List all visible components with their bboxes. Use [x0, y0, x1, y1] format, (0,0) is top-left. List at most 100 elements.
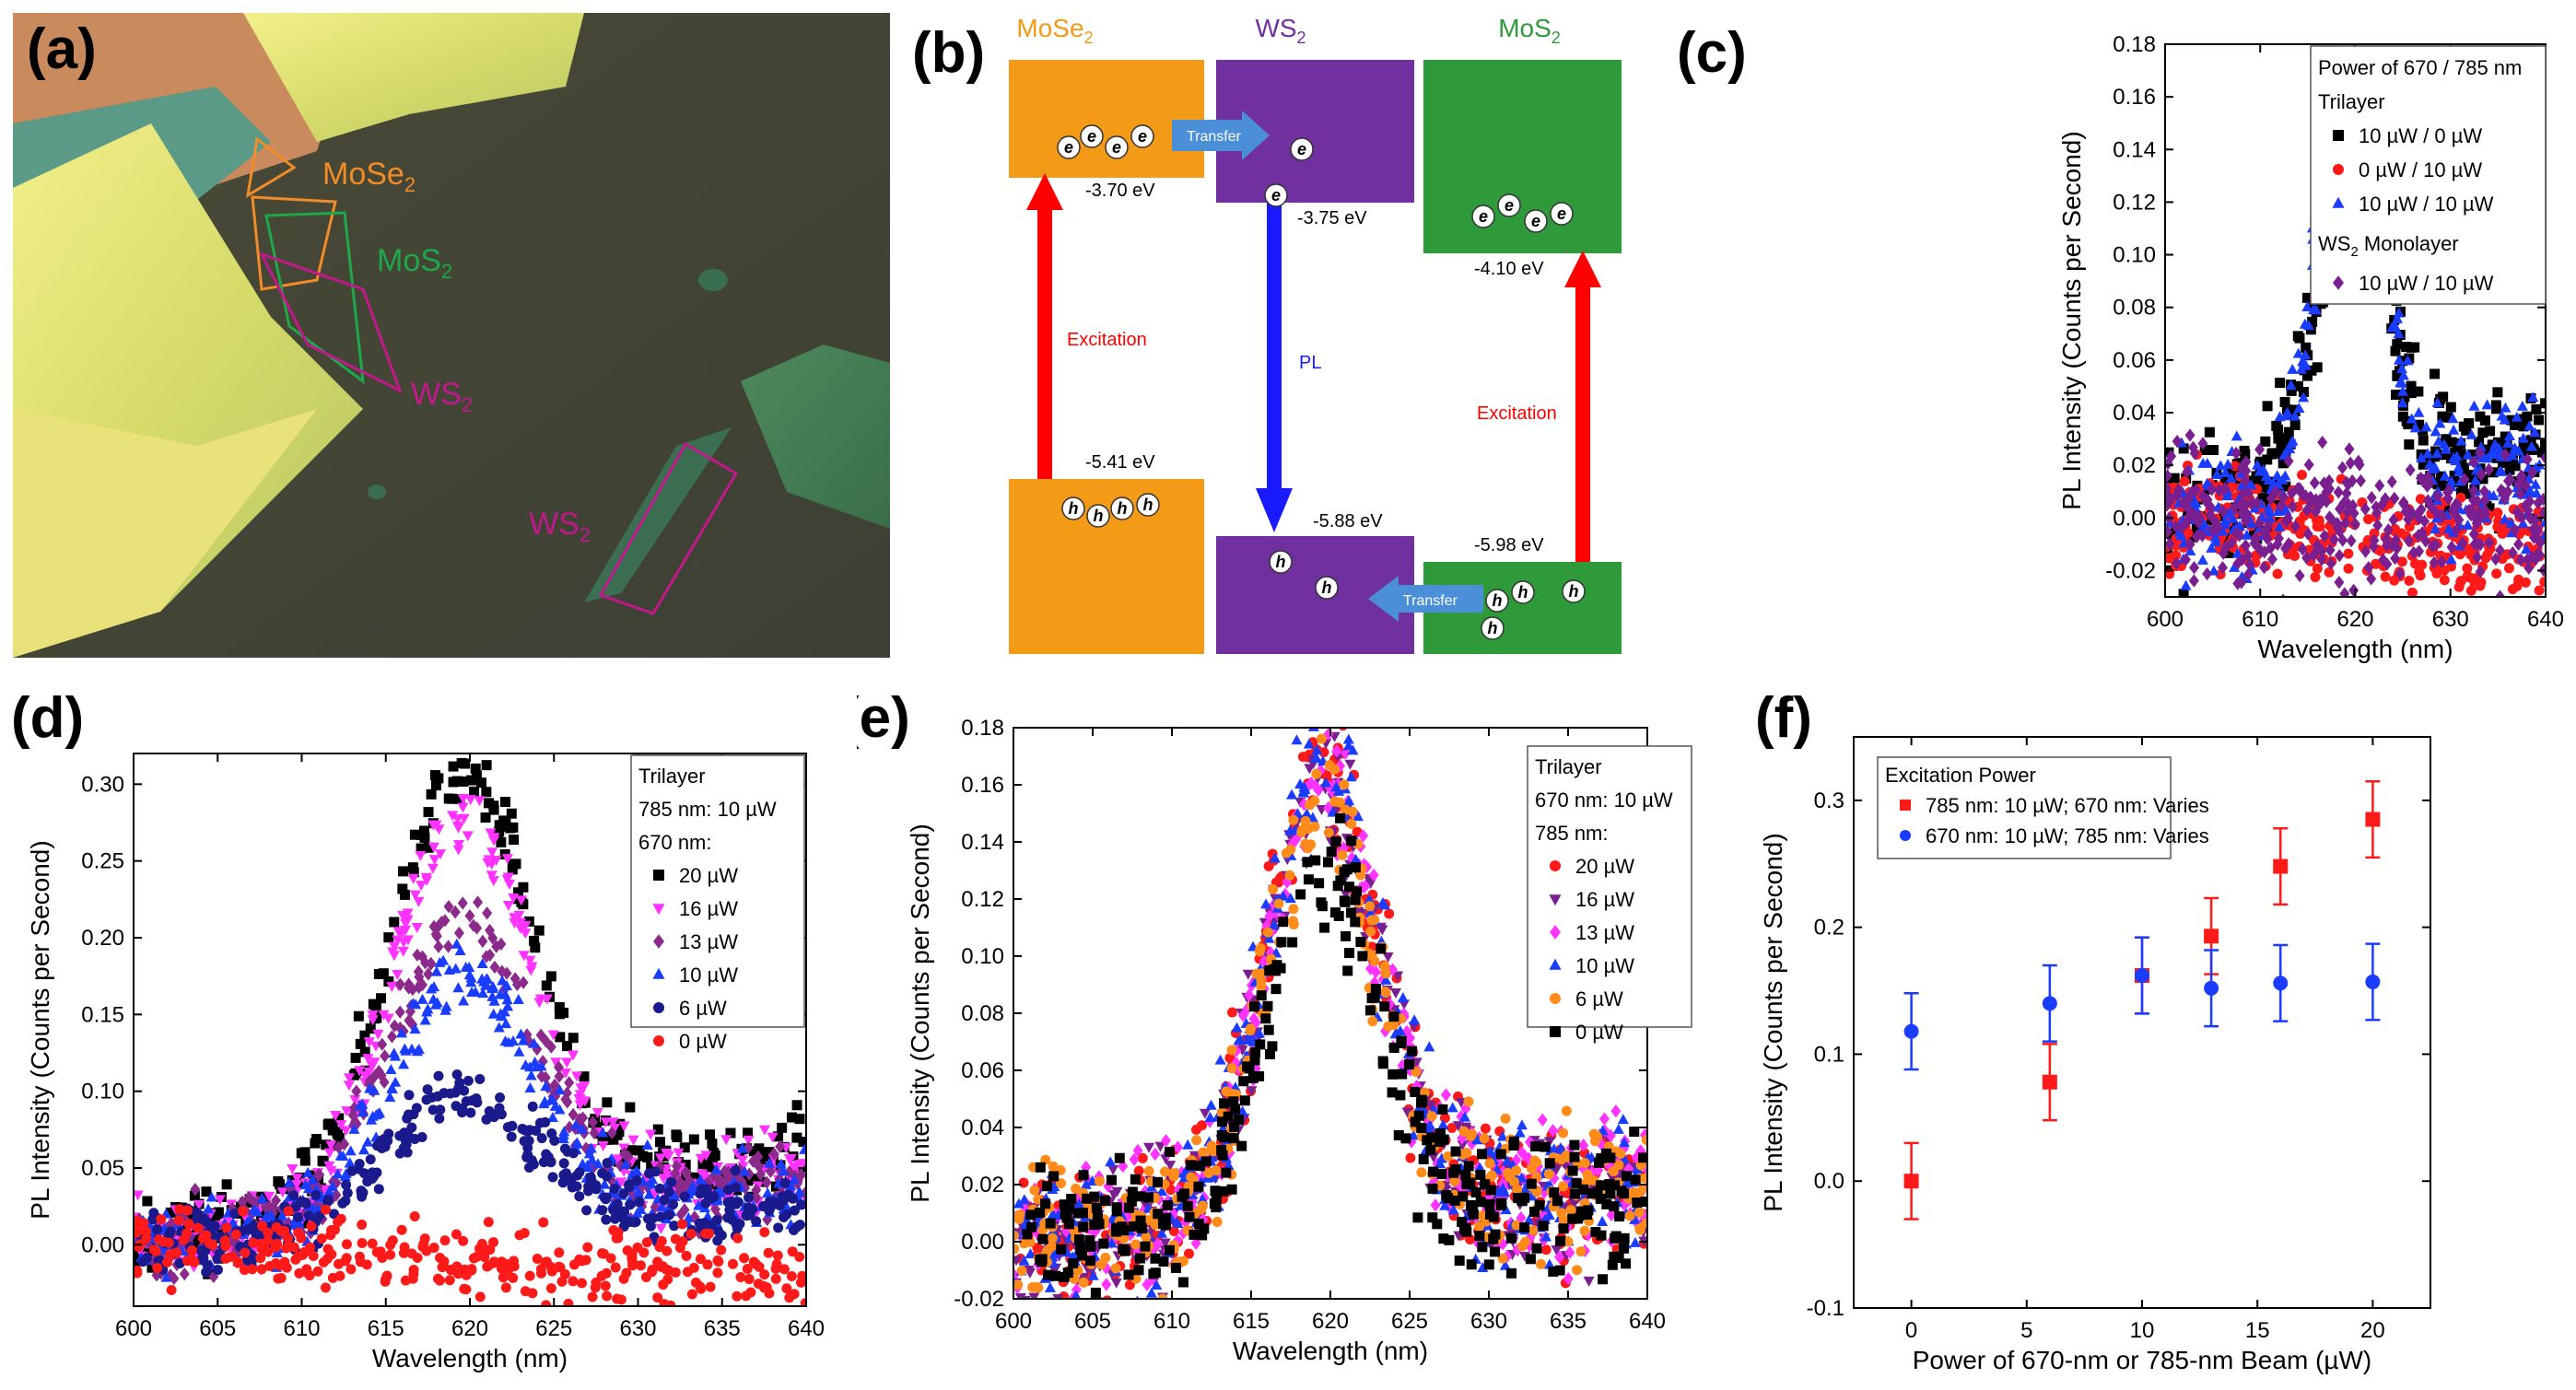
data-point	[2481, 399, 2493, 410]
data-point	[643, 1188, 655, 1199]
data-point	[1254, 946, 1265, 957]
data-point	[654, 1137, 665, 1148]
data-point	[426, 956, 437, 971]
data-point	[378, 968, 389, 979]
data-point	[2416, 451, 2428, 462]
data-point	[524, 1082, 536, 1093]
data-point	[1311, 744, 1323, 755]
data-point	[1548, 1143, 1560, 1154]
data-point	[214, 1195, 226, 1206]
data-point	[1500, 1113, 1511, 1124]
data-point	[1401, 1107, 1413, 1118]
data-point	[2254, 517, 2265, 531]
data-point	[655, 1153, 667, 1164]
hole-label: h	[1118, 499, 1128, 518]
data-point	[1539, 1186, 1550, 1199]
hole-marker	[1485, 589, 1509, 613]
data-point	[2481, 444, 2492, 455]
data-point	[2179, 476, 2190, 487]
data-point	[655, 1223, 667, 1234]
data-point	[348, 1123, 360, 1134]
data-point	[2488, 467, 2499, 478]
data-point	[1191, 1135, 1202, 1146]
data-point	[2220, 541, 2231, 555]
data-point	[682, 1267, 693, 1278]
data-point	[2292, 380, 2303, 391]
data-point	[2374, 478, 2385, 493]
data-point	[1499, 1259, 1511, 1270]
data-point	[508, 893, 520, 904]
data-point	[741, 1291, 752, 1302]
data-point	[2513, 537, 2524, 551]
data-point	[627, 1260, 638, 1271]
data-point	[586, 1153, 598, 1164]
data-point	[713, 1256, 724, 1267]
data-point	[137, 1256, 148, 1267]
data-point	[2472, 550, 2483, 565]
data-point	[443, 940, 454, 953]
data-point	[788, 1193, 799, 1204]
data-point	[686, 1180, 698, 1191]
data-point	[1474, 1221, 1485, 1232]
data-point	[1137, 1152, 1148, 1163]
data-point	[2533, 523, 2544, 538]
data-point	[1610, 1104, 1622, 1118]
data-point	[2346, 534, 2357, 548]
data-point	[276, 1187, 288, 1198]
data-point	[2533, 496, 2544, 510]
data-point	[2531, 403, 2542, 415]
data-point	[2522, 553, 2533, 567]
x-tick-label: 610	[283, 1316, 320, 1341]
data-point	[1339, 779, 1350, 790]
data-point	[775, 1139, 786, 1154]
data-point	[541, 994, 553, 1005]
data-point	[373, 1184, 384, 1195]
data-point	[2165, 482, 2172, 496]
data-point	[221, 1222, 232, 1233]
data-point	[1572, 1265, 1583, 1276]
legend-entry: 0 µW	[679, 1030, 727, 1053]
hole-marker	[1110, 496, 1134, 520]
data-point	[750, 1174, 761, 1185]
data-point	[423, 842, 434, 853]
data-point	[1583, 1276, 1595, 1287]
data-point	[174, 1204, 185, 1215]
data-point	[2208, 445, 2219, 456]
data-point	[535, 1060, 547, 1071]
data-point	[1439, 1199, 1451, 1210]
data-point	[550, 1057, 562, 1069]
data-point	[2284, 443, 2296, 454]
data-point	[2510, 461, 2521, 472]
data-point	[1262, 927, 1273, 938]
data-point	[365, 1154, 376, 1165]
data-point	[2400, 505, 2411, 519]
data-point	[182, 1205, 193, 1216]
data-point	[1268, 898, 1279, 913]
data-point	[702, 1176, 713, 1190]
data-point	[416, 993, 428, 1004]
data-point	[299, 1218, 310, 1229]
data-point	[621, 1267, 632, 1279]
data-point	[2440, 443, 2452, 454]
data-point	[221, 1179, 232, 1190]
data-point	[408, 1268, 419, 1279]
data-point	[272, 1238, 283, 1249]
data-point	[509, 972, 521, 986]
data-point	[316, 1233, 327, 1244]
data-point	[1437, 1118, 1449, 1129]
mose2-valence-band	[1009, 479, 1204, 654]
data-point	[2347, 473, 2358, 488]
data-point	[688, 1134, 699, 1145]
data-point	[571, 1137, 583, 1148]
data-point	[2264, 506, 2276, 517]
data-point	[597, 1141, 609, 1152]
data-point	[645, 1221, 656, 1232]
data-point	[615, 1294, 626, 1305]
chart-e: (e)600605610615620625630635640-0.020.000…	[857, 686, 1692, 1365]
data-point	[1543, 1258, 1555, 1269]
data-point	[2390, 552, 2401, 566]
energy-mose2-vb: -5.41 eV	[1085, 452, 1155, 473]
data-point	[1288, 919, 1299, 930]
data-point	[2414, 419, 2425, 430]
data-point	[597, 1127, 609, 1138]
